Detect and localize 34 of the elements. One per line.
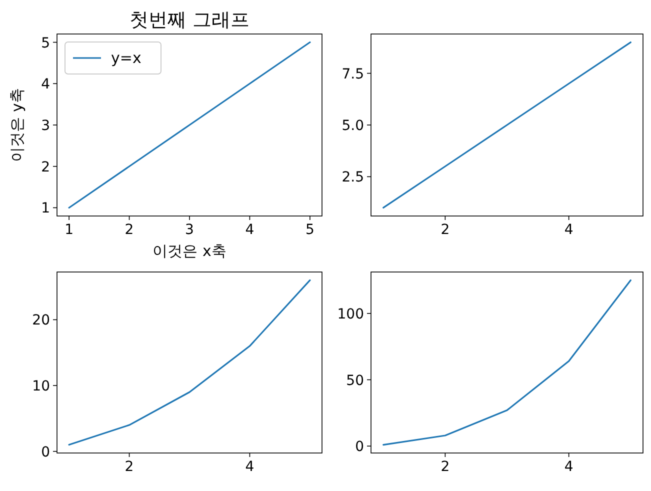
line-series: [382, 41, 632, 209]
x-tick-label: 4: [564, 222, 574, 238]
x-tick-label: 2: [440, 459, 450, 475]
y-tick-label: 7.5: [342, 66, 364, 82]
x-tick-label: 4: [245, 459, 254, 475]
x-tick-label: 2: [440, 222, 450, 238]
y-tick-label: 50: [346, 372, 364, 389]
x-axis-title: 이것은 x축: [152, 242, 226, 260]
y-tick-label: 2.5: [342, 170, 364, 186]
legend-label: y=x: [111, 49, 142, 67]
chart-title: 첫번째 그래프: [129, 9, 250, 31]
y-tick-label: 4: [41, 76, 50, 93]
y-tick-label: 5.0: [342, 118, 364, 134]
legend: y=x: [64, 42, 162, 74]
y-tick-label: 10: [32, 378, 50, 395]
y-tick-label: 20: [32, 312, 50, 329]
y-tick-label: 5: [41, 35, 50, 52]
line-series: [382, 279, 632, 446]
line-series: [68, 279, 311, 446]
y-tick-label: 1: [41, 200, 50, 217]
y-tick-label: 100: [337, 306, 364, 322]
x-tick-label: 4: [564, 459, 574, 475]
x-tick-label: 2: [124, 222, 134, 238]
x-tick-label: 3: [185, 222, 194, 238]
x-tick-label: 4: [245, 222, 254, 238]
x-tick-label: 2: [124, 459, 134, 475]
y-axis-title: 이것은 y축: [8, 88, 26, 162]
y-tick-label: 3: [41, 118, 50, 134]
line-series: [68, 41, 311, 209]
y-tick-label: 0: [355, 439, 364, 456]
y-tick-label: 2: [41, 159, 50, 176]
x-tick-label: 5: [305, 222, 314, 238]
y-tick-label: 0: [41, 444, 50, 460]
x-tick-label: 1: [64, 222, 74, 238]
